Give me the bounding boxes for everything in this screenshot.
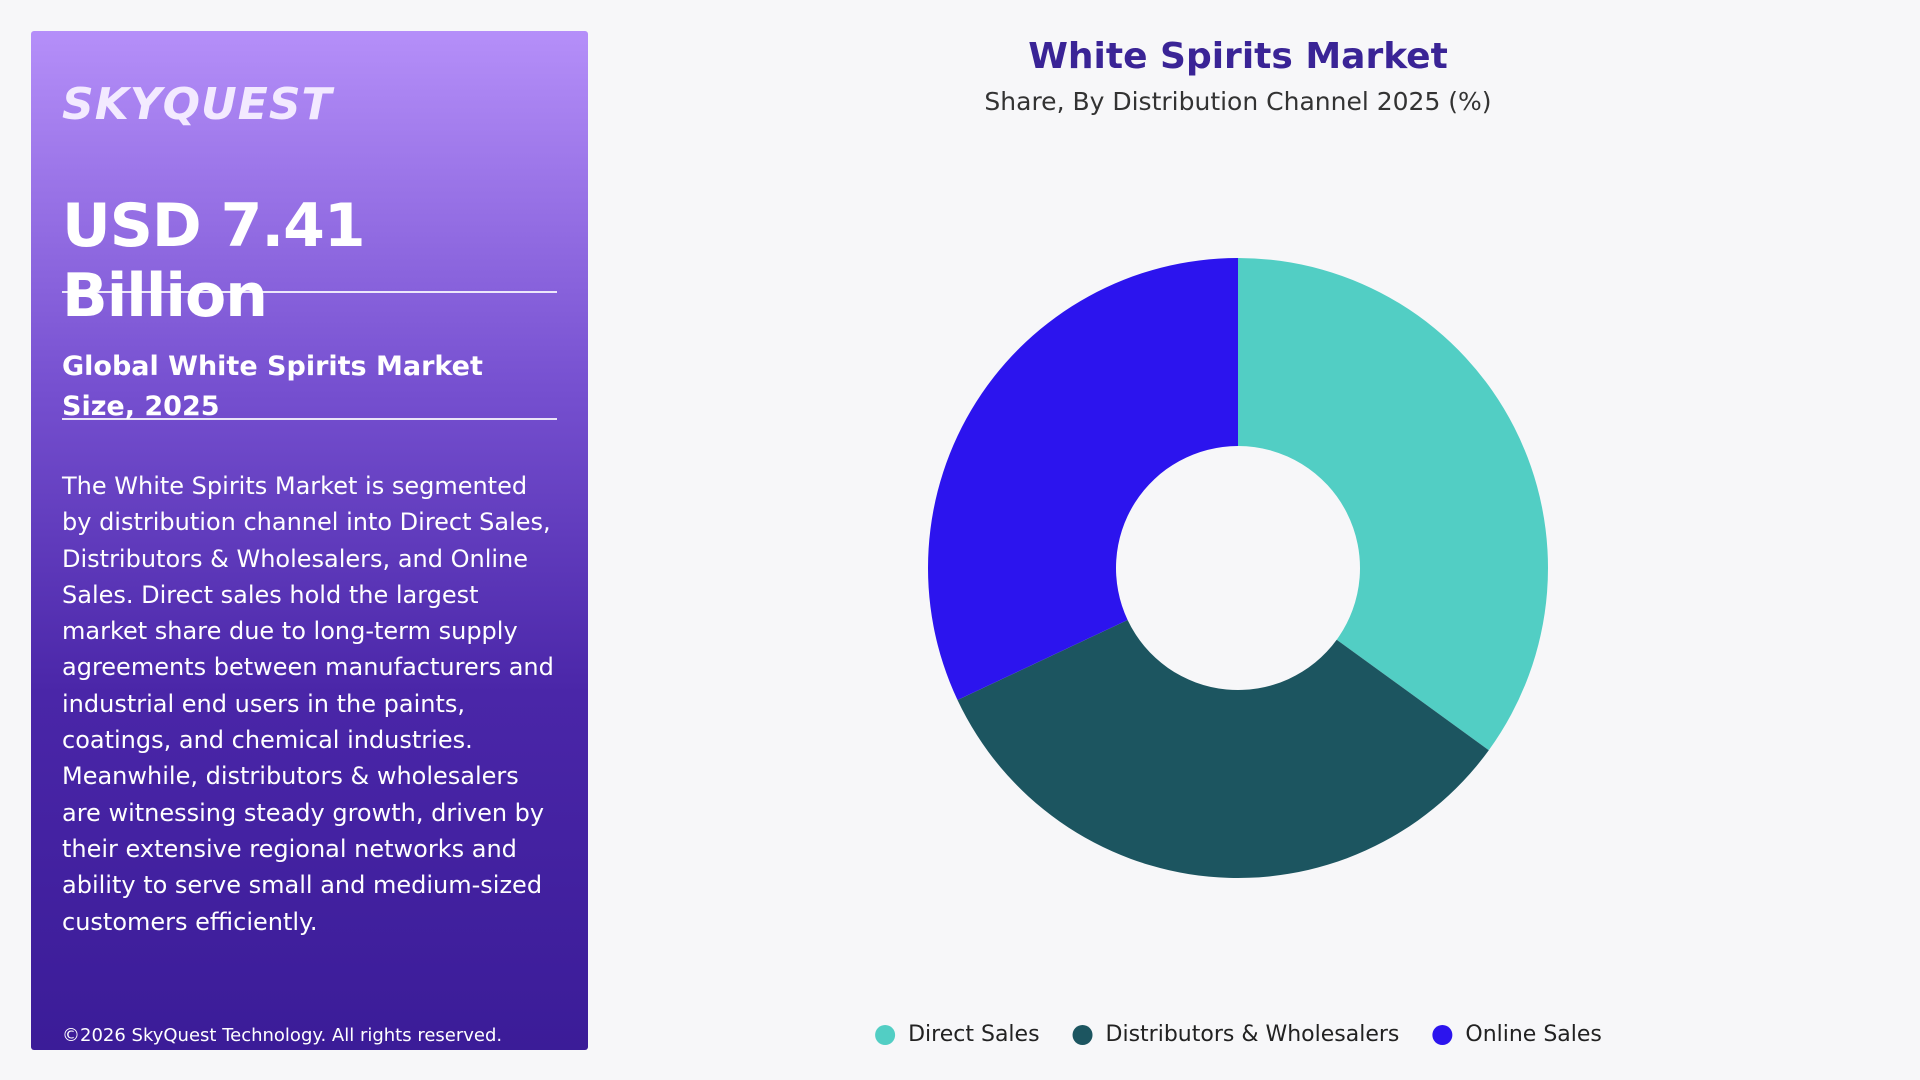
- copyright: ©2026 SkyQuest Technology. All rights re…: [62, 1025, 503, 1046]
- legend-label: Direct Sales: [908, 1022, 1039, 1047]
- brand-logo: SKYQUEST: [62, 79, 333, 130]
- slice: [1238, 258, 1548, 751]
- legend-label: Distributors & Wholesalers: [1106, 1022, 1400, 1047]
- legend-marker: [1072, 1025, 1093, 1045]
- slice: [927, 258, 1238, 700]
- slice: [957, 619, 1489, 879]
- chart-subtitle: Share, By Distribution Channel 2025 (%): [984, 87, 1491, 116]
- summary-panel: SKYQUEST USD 7.41 Billion Global White S…: [31, 31, 588, 1050]
- legend-marker: [875, 1025, 896, 1045]
- divider: [62, 291, 557, 293]
- divider: [62, 418, 557, 420]
- chart-title: White Spirits Market: [1028, 36, 1448, 77]
- headline: USD 7.41 Billion: [62, 191, 366, 331]
- legend-label: Online Sales: [1465, 1022, 1602, 1047]
- panel-subtitle: Global White Spirits Market Size, 2025: [62, 351, 483, 422]
- legend-marker: [1432, 1025, 1453, 1045]
- description: The White Spirits Market is segmented by…: [62, 472, 554, 936]
